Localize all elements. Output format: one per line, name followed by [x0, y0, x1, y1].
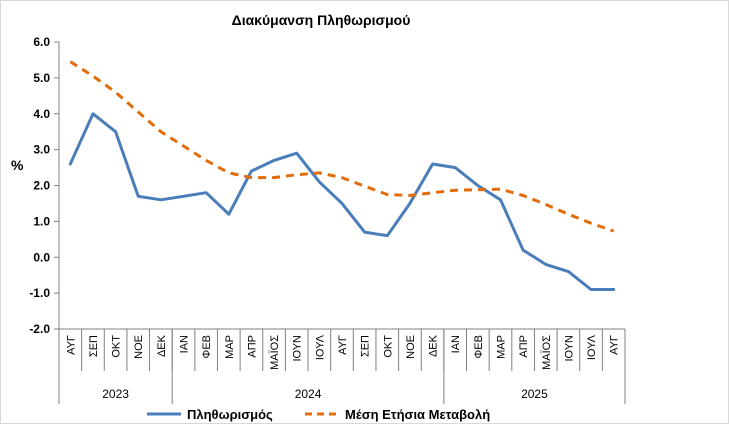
chart-title: Διακύμανση Πληθωρισμού — [232, 12, 411, 28]
data-point-inflation — [69, 162, 72, 165]
data-point-annual-average — [91, 75, 94, 78]
data-point-inflation — [318, 180, 321, 183]
data-point-inflation — [250, 170, 253, 173]
y-tick-label: 1.0 — [33, 214, 50, 228]
data-point-annual-average — [522, 194, 525, 197]
data-point-inflation — [590, 288, 593, 291]
x-tick-label: ΦΕΒ — [473, 335, 485, 358]
x-tick-label: ΣΕΠ — [88, 335, 100, 357]
y-tick-label: -1.0 — [29, 286, 50, 300]
x-tick-label: ΙΟΥΛ — [586, 334, 598, 360]
x-tick-label: ΟΚΤ — [111, 335, 123, 358]
y-tick-label: 6.0 — [33, 35, 50, 49]
data-point-inflation — [499, 198, 502, 201]
y-tick-label: 0.0 — [33, 250, 50, 264]
year-label: 2023 — [102, 387, 129, 401]
data-point-annual-average — [567, 213, 570, 216]
x-tick-label: ΙΟΥΝ — [563, 335, 575, 362]
data-point-inflation — [544, 263, 547, 266]
x-tick-label: ΣΕΠ — [360, 335, 372, 357]
data-point-inflation — [159, 198, 162, 201]
x-tick-label: ΔΕΚ — [156, 334, 168, 357]
year-label: 2024 — [295, 387, 322, 401]
legend-label-inflation: Πληθωρισμός — [187, 407, 273, 422]
x-tick-label: ΑΠΡ — [246, 335, 258, 358]
x-tick-label: ΔΕΚ — [428, 334, 440, 357]
data-point-annual-average — [205, 159, 208, 162]
data-point-annual-average — [431, 191, 434, 194]
data-point-inflation — [408, 202, 411, 205]
y-tick-label: 5.0 — [33, 71, 50, 85]
legend-label-annual-average: Μέση Ετήσια Μεταβολή — [345, 407, 490, 422]
data-point-annual-average — [159, 130, 162, 133]
data-point-inflation — [522, 249, 525, 252]
y-axis-label: % — [11, 157, 24, 173]
x-tick-label: ΑΥΓ — [609, 335, 621, 355]
plot-area: 6.0 5.0 4.0 3.0 2.0 1.0 0.0 -1.0 -2.0 ΑΥΓ ΣΕΠ ΟΚΤ ΝΟ… — [29, 35, 626, 404]
y-tick-label: 3.0 — [33, 143, 50, 157]
x-tick-label: ΜΑΪΟΣ — [269, 335, 281, 370]
data-point-annual-average — [250, 176, 253, 179]
data-point-inflation — [227, 213, 230, 216]
data-point-annual-average — [182, 145, 185, 148]
x-tick-label: ΜΑΡ — [224, 335, 236, 359]
x-tick-label: ΝΟΕ — [133, 335, 145, 359]
data-point-inflation — [114, 130, 117, 133]
data-point-inflation — [454, 166, 457, 169]
data-point-inflation — [386, 234, 389, 237]
data-point-annual-average — [363, 185, 366, 188]
data-point-inflation — [476, 184, 479, 187]
data-point-inflation — [273, 159, 276, 162]
y-tick-label: 4.0 — [33, 107, 50, 121]
x-tick-label: ΝΟΕ — [405, 335, 417, 359]
y-tick-label: -2.0 — [29, 322, 50, 336]
data-point-annual-average — [408, 194, 411, 197]
data-point-annual-average — [137, 110, 140, 113]
x-tick-label: ΑΥΓ — [65, 335, 77, 355]
year-label: 2025 — [521, 387, 548, 401]
data-point-annual-average — [227, 171, 230, 174]
data-point-annual-average — [476, 188, 479, 191]
x-tick-label: ΟΚΤ — [382, 335, 394, 358]
data-point-annual-average — [318, 171, 321, 174]
x-tick-label: ΜΑΡ — [495, 335, 507, 359]
x-tick-label: ΑΠΡ — [518, 335, 530, 358]
data-point-inflation — [295, 152, 298, 155]
x-tick-label: ΑΥΓ — [337, 335, 349, 355]
x-tick-label: ΦΕΒ — [201, 335, 213, 358]
x-tick-label: ΙΟΥΛ — [314, 334, 326, 360]
data-point-inflation — [91, 112, 94, 115]
data-point-inflation — [567, 270, 570, 273]
data-point-inflation — [341, 202, 344, 205]
data-point-inflation — [137, 195, 140, 198]
data-point-annual-average — [341, 176, 344, 179]
x-tick-label: ΙΑΝ — [179, 335, 191, 353]
x-tick-label: ΙΟΥΝ — [292, 335, 304, 362]
data-point-inflation — [205, 191, 208, 194]
data-point-annual-average — [612, 230, 615, 233]
data-point-annual-average — [386, 193, 389, 196]
series-line-inflation — [68, 112, 616, 291]
data-point-inflation — [431, 162, 434, 165]
y-tick-label: 2.0 — [33, 179, 50, 193]
data-point-annual-average — [590, 222, 593, 225]
data-point-annual-average — [114, 91, 117, 94]
data-point-annual-average — [69, 60, 72, 63]
x-tick-label: ΜΑΪΟΣ — [541, 335, 553, 370]
series-line-annual-average — [69, 60, 615, 233]
data-point-annual-average — [454, 189, 457, 192]
data-point-inflation — [363, 231, 366, 234]
data-point-inflation — [612, 288, 615, 291]
data-point-annual-average — [295, 173, 298, 176]
data-point-annual-average — [544, 203, 547, 206]
data-point-annual-average — [499, 188, 502, 191]
data-point-inflation — [182, 195, 185, 198]
data-point-annual-average — [273, 176, 276, 179]
legend: Πληθωρισμός Μέση Ετήσια Μεταβολή — [147, 407, 490, 422]
x-tick-label: ΙΑΝ — [450, 335, 462, 353]
